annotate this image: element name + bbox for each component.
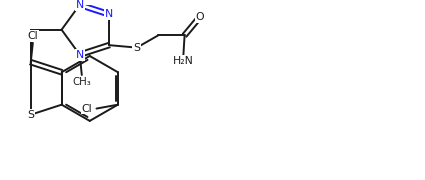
Text: N: N — [105, 9, 113, 19]
Text: H₂N: H₂N — [173, 56, 193, 66]
Text: S: S — [27, 110, 34, 120]
Text: S: S — [133, 43, 140, 53]
Text: O: O — [196, 12, 204, 22]
Text: Cl: Cl — [82, 103, 92, 114]
Text: Cl: Cl — [28, 31, 38, 41]
Text: N: N — [76, 0, 84, 10]
Text: N: N — [76, 50, 84, 60]
Text: CH₃: CH₃ — [72, 77, 91, 87]
